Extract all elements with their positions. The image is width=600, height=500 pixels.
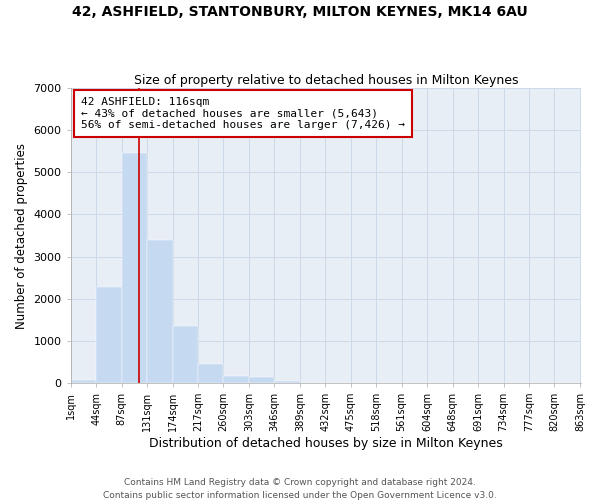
Bar — [147, 240, 173, 383]
Bar — [173, 326, 198, 383]
Bar — [223, 376, 249, 383]
X-axis label: Distribution of detached houses by size in Milton Keynes: Distribution of detached houses by size … — [149, 437, 503, 450]
Bar — [249, 378, 274, 383]
Title: Size of property relative to detached houses in Milton Keynes: Size of property relative to detached ho… — [134, 74, 518, 87]
Text: 42 ASHFIELD: 116sqm
← 43% of detached houses are smaller (5,643)
56% of semi-det: 42 ASHFIELD: 116sqm ← 43% of detached ho… — [81, 97, 405, 130]
Bar — [122, 154, 147, 383]
Bar — [198, 364, 223, 383]
Text: Contains HM Land Registry data © Crown copyright and database right 2024.
Contai: Contains HM Land Registry data © Crown c… — [103, 478, 497, 500]
Y-axis label: Number of detached properties: Number of detached properties — [15, 142, 28, 328]
Bar — [274, 381, 300, 383]
Text: 42, ASHFIELD, STANTONBURY, MILTON KEYNES, MK14 6AU: 42, ASHFIELD, STANTONBURY, MILTON KEYNES… — [72, 5, 528, 19]
Bar — [96, 288, 122, 383]
Bar — [71, 380, 96, 383]
